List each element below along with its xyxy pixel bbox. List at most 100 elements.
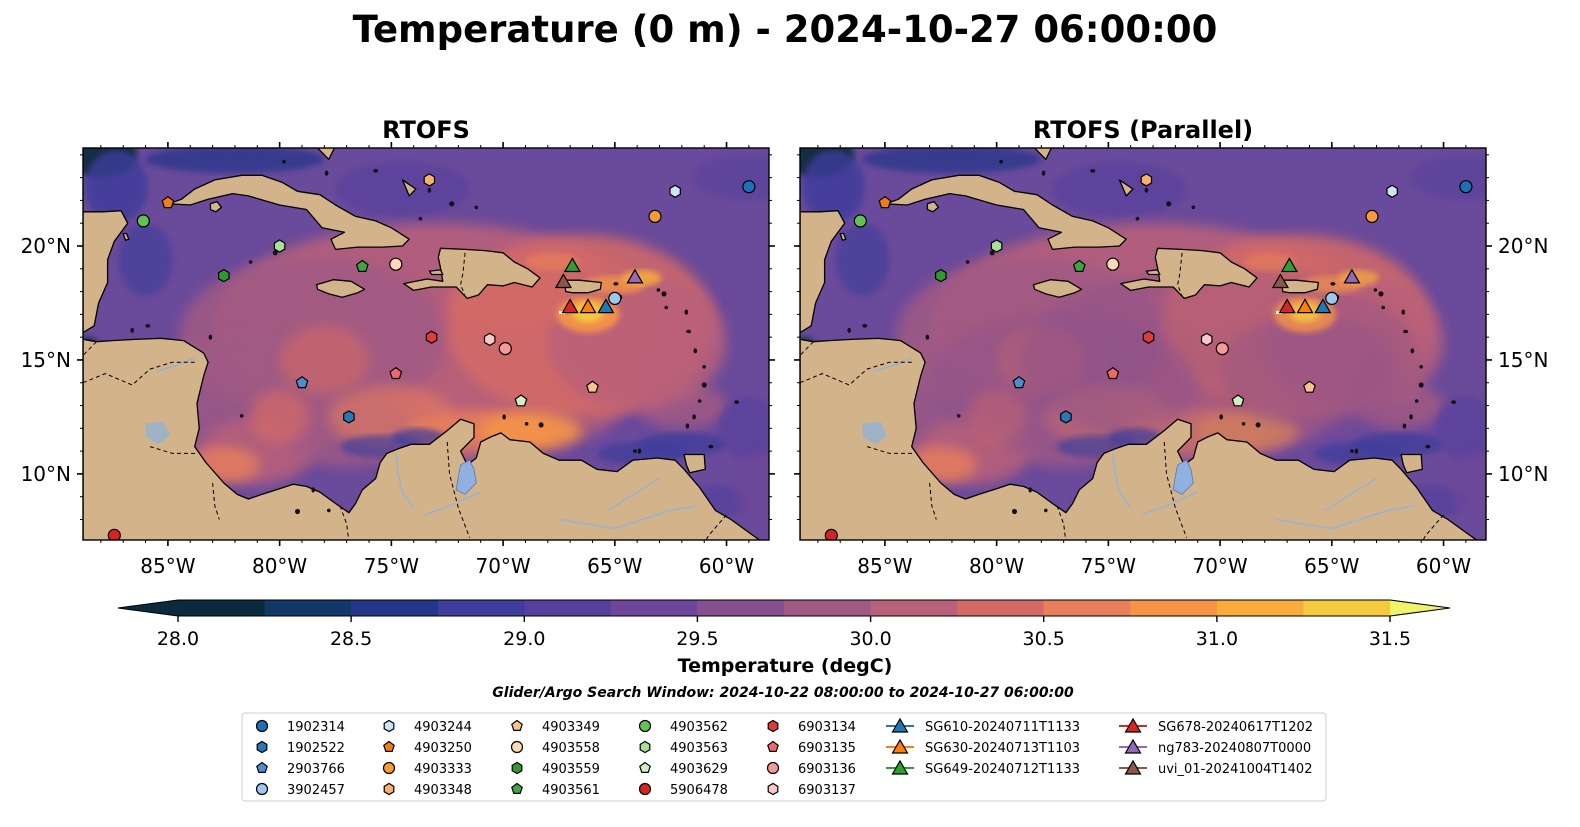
land-jamaica <box>315 279 366 298</box>
small-island <box>1044 508 1048 513</box>
colorbar-cell <box>870 600 958 616</box>
marker-4903244 <box>1386 184 1398 198</box>
small-island <box>1354 448 1359 454</box>
legend-marker <box>639 761 651 774</box>
border-line <box>1177 252 1183 297</box>
border-line <box>460 252 466 297</box>
small-island <box>502 414 507 420</box>
legend-marker <box>256 740 268 754</box>
legend-item-5906478: 5906478 <box>638 782 728 798</box>
legend-label: 1902314 <box>287 720 345 735</box>
river <box>1324 477 1377 512</box>
legend: 1902314 1902522 2903766 3902457 4903244 49032… <box>241 712 1327 802</box>
small-island <box>1350 449 1354 453</box>
colorbar-label: Temperature (degC) <box>678 655 893 677</box>
legend-label: 6903134 <box>798 720 856 735</box>
marker-3902457 <box>608 291 622 305</box>
legend-marker <box>767 782 779 796</box>
land-jamaica <box>1032 279 1083 298</box>
small-island <box>373 169 379 173</box>
colorbar-cell <box>1130 600 1218 616</box>
land-gonave <box>1145 269 1161 276</box>
river <box>873 356 913 373</box>
river <box>1141 491 1199 516</box>
small-island <box>613 282 619 286</box>
marker-4903559 <box>218 268 230 283</box>
legend-marker <box>1124 738 1142 754</box>
legend-marker <box>255 719 269 733</box>
lon-tick-label: 75°W <box>1081 554 1136 578</box>
small-island <box>1425 444 1431 449</box>
marker-6903137 <box>483 332 496 347</box>
colorbar-tick-label: 31.5 <box>1369 628 1411 650</box>
legend-item-6903134: 6903134 <box>767 719 856 735</box>
map-area[interactable] <box>780 132 1522 611</box>
colorbar-cell <box>610 600 698 616</box>
legend-label: uvi_01-20241004T1402 <box>1158 762 1312 777</box>
land-bahamas2 <box>401 179 417 197</box>
legend-item-4903562: 4903562 <box>638 719 728 735</box>
land-pr <box>1280 279 1320 294</box>
marker-uvi_01-20241004T1402 <box>1271 273 1290 289</box>
marker-4903250 <box>161 195 175 209</box>
marker-6903134 <box>425 330 438 344</box>
legend-marker <box>256 761 268 774</box>
marker-uvi_01-20241004T1402 <box>554 273 573 289</box>
legend-item-6903135: 6903135 <box>767 740 856 756</box>
marker-SG649-20240712T1133 <box>563 257 581 273</box>
small-island <box>239 414 244 418</box>
colorbar-cell <box>524 600 612 616</box>
small-island <box>965 260 970 264</box>
marker-2903766 <box>1012 375 1026 389</box>
search-window-note: Glider/Argo Search Window: 2024-10-22 08… <box>492 685 1074 701</box>
marker-4903562 <box>853 214 867 228</box>
legend-item-6903137: 6903137 <box>767 782 856 798</box>
colorbar-extend-low <box>118 600 178 616</box>
marker-4903244 <box>669 184 681 198</box>
legend-marker <box>891 717 909 733</box>
marker-4903558 <box>389 257 403 271</box>
border-line <box>929 482 937 520</box>
land-hispaniola <box>403 247 541 300</box>
border-line <box>1056 505 1067 540</box>
legend-marker <box>767 740 779 753</box>
legend-item-4903348: 4903348 <box>383 782 472 798</box>
panel-title: RTOFS <box>382 116 470 144</box>
lake-nicaragua <box>862 421 888 445</box>
marker-4903349 <box>586 380 599 393</box>
legend-marker <box>1124 759 1142 775</box>
small-island <box>538 422 544 428</box>
small-island <box>693 348 698 354</box>
map-area[interactable] <box>63 132 805 611</box>
marker-4903348 <box>423 173 436 187</box>
legend-label: 1902522 <box>287 741 345 756</box>
marker-6903134 <box>1142 330 1155 344</box>
legend-label: 4903562 <box>670 720 728 735</box>
marker-SG630-20240713T1103 <box>1296 298 1314 314</box>
legend-item-3902457: 3902457 <box>255 782 345 798</box>
small-island <box>130 327 134 333</box>
small-island <box>633 449 637 453</box>
legend-marker <box>767 719 779 733</box>
lake-nicaragua <box>145 421 171 445</box>
legend-item-4903244: 4903244 <box>383 719 472 735</box>
colorbar-cell <box>697 600 785 616</box>
small-island <box>1041 170 1046 176</box>
marker-6903135 <box>389 366 403 380</box>
marker-3902457 <box>1325 291 1339 305</box>
legend-marker <box>639 740 651 754</box>
legend-item-4903333: 4903333 <box>382 761 472 777</box>
small-island <box>1090 169 1096 173</box>
small-island <box>1419 365 1423 369</box>
marker-SG678-20240617T1202 <box>1278 298 1296 314</box>
small-island <box>1219 414 1223 420</box>
small-island <box>272 250 278 256</box>
small-island <box>248 260 253 264</box>
marker-4903333 <box>1365 209 1379 224</box>
small-island <box>311 487 315 493</box>
marker-SG649-20240712T1133 <box>1280 257 1298 273</box>
marker-5906478 <box>824 528 838 540</box>
marker-4903629 <box>514 394 528 407</box>
marker-2903766 <box>295 375 309 389</box>
